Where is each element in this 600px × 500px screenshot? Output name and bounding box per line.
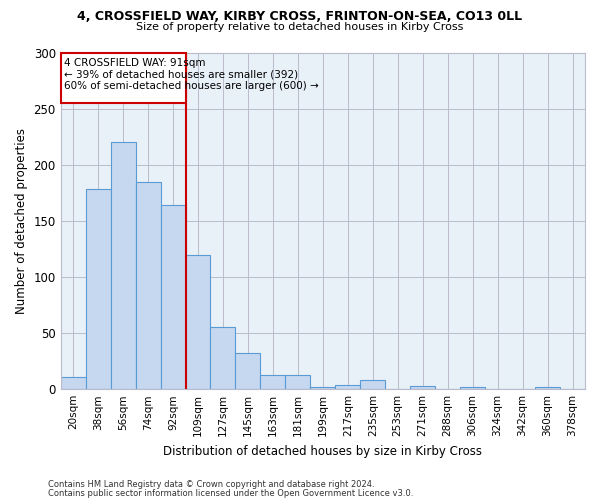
Bar xyxy=(110,142,136,389)
Bar xyxy=(185,254,211,389)
Bar xyxy=(235,354,260,389)
Bar xyxy=(61,377,86,389)
Bar xyxy=(360,380,385,389)
Y-axis label: Number of detached properties: Number of detached properties xyxy=(15,128,28,314)
X-axis label: Distribution of detached houses by size in Kirby Cross: Distribution of detached houses by size … xyxy=(163,444,482,458)
Bar xyxy=(460,387,485,389)
Bar xyxy=(410,386,435,389)
Bar xyxy=(260,374,286,389)
Text: 4, CROSSFIELD WAY, KIRBY CROSS, FRINTON-ON-SEA, CO13 0LL: 4, CROSSFIELD WAY, KIRBY CROSS, FRINTON-… xyxy=(77,10,523,23)
Bar xyxy=(86,190,110,389)
Bar xyxy=(310,387,335,389)
Text: 4 CROSSFIELD WAY: 91sqm: 4 CROSSFIELD WAY: 91sqm xyxy=(64,58,206,68)
Bar xyxy=(161,205,185,389)
Bar xyxy=(286,374,310,389)
FancyBboxPatch shape xyxy=(61,52,186,103)
Bar xyxy=(535,387,560,389)
Text: ← 39% of detached houses are smaller (392): ← 39% of detached houses are smaller (39… xyxy=(64,70,299,80)
Bar xyxy=(335,384,360,389)
Bar xyxy=(136,182,161,389)
Text: 60% of semi-detached houses are larger (600) →: 60% of semi-detached houses are larger (… xyxy=(64,80,319,90)
Text: Size of property relative to detached houses in Kirby Cross: Size of property relative to detached ho… xyxy=(136,22,464,32)
Bar xyxy=(211,328,235,389)
Text: Contains public sector information licensed under the Open Government Licence v3: Contains public sector information licen… xyxy=(48,489,413,498)
Text: Contains HM Land Registry data © Crown copyright and database right 2024.: Contains HM Land Registry data © Crown c… xyxy=(48,480,374,489)
